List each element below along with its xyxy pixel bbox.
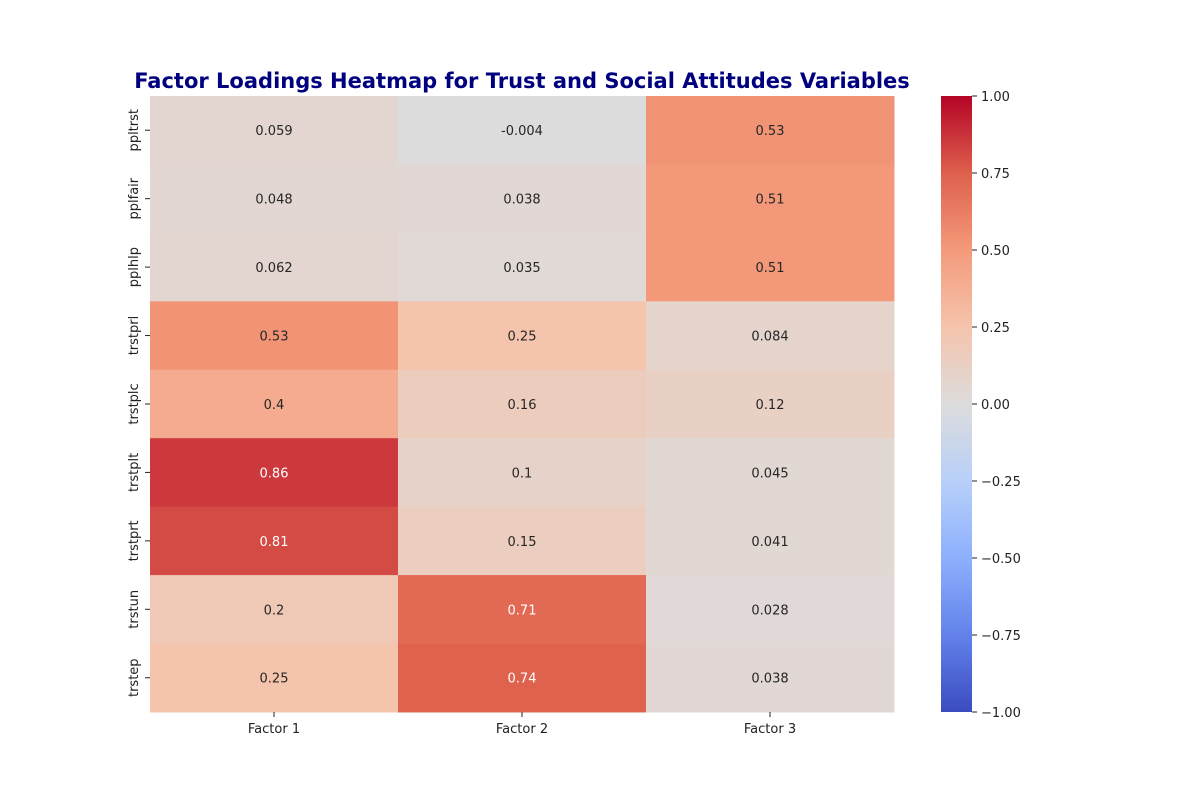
heatmap-cell — [150, 575, 399, 645]
heatmap-cell — [646, 438, 895, 508]
cell-value-label: 0.12 — [756, 398, 785, 413]
colorbar-tick-label: −1.00 — [981, 706, 1021, 721]
heatmap-cell — [398, 643, 647, 713]
cell-value-label: 0.048 — [255, 193, 292, 208]
heatmap-cell — [646, 575, 895, 645]
cell-value-label: 0.51 — [756, 261, 785, 276]
cell-value-label: 0.038 — [503, 193, 540, 208]
y-tick-label: trstprt — [127, 520, 142, 561]
heatmap-cell — [398, 164, 647, 234]
cell-value-label: 0.53 — [756, 124, 785, 139]
x-axis: Factor 1 Factor 2 Factor 3 — [248, 711, 796, 737]
heatmap-cell — [646, 643, 895, 713]
heatmap-cell — [150, 301, 399, 371]
y-tick-label: trstplc — [127, 383, 142, 424]
colorbar-tick-label: 0.00 — [981, 398, 1010, 413]
cell-value-label: 0.16 — [508, 398, 537, 413]
heatmap-cell — [150, 506, 399, 576]
colorbar-tick-label: −0.25 — [981, 475, 1021, 490]
cell-value-label: 0.084 — [751, 330, 788, 345]
y-tick-label: pplhlp — [127, 247, 142, 287]
colorbar-gradient — [941, 96, 972, 712]
heatmap-cell — [398, 301, 647, 371]
heatmap-cell — [398, 438, 647, 508]
cell-value-label: 0.2 — [264, 603, 285, 618]
colorbar-tick-label: −0.50 — [981, 552, 1021, 567]
cell-value-label: 0.045 — [751, 466, 788, 481]
heatmap-cell — [646, 369, 895, 439]
heatmap-cell — [398, 575, 647, 645]
cell-value-label: 0.035 — [503, 261, 540, 276]
colorbar-tick-label: −0.75 — [981, 629, 1021, 644]
cell-value-label: 0.74 — [508, 672, 537, 687]
heatmap-cell — [150, 369, 399, 439]
heatmap-cell — [150, 96, 399, 165]
cell-value-label: 0.51 — [756, 193, 785, 208]
cell-value-label: 0.059 — [255, 124, 292, 139]
y-tick-label: trstun — [127, 590, 142, 629]
heatmap-cell — [646, 301, 895, 371]
heatmap-cell — [150, 438, 399, 508]
colorbar: 1.00 0.75 0.50 0.25 0.00 −0.25 −0.50 −0.75 −1.00 — [941, 90, 1021, 721]
y-tick-label: ppltrst — [127, 109, 142, 151]
heatmap-cell — [398, 369, 647, 439]
colorbar-tick-label: 1.00 — [981, 90, 1010, 105]
heatmap-cell — [150, 232, 399, 302]
y-tick-label: trstplt — [127, 453, 142, 492]
y-tick-label: trstep — [127, 658, 142, 697]
colorbar-tick-label: 0.25 — [981, 321, 1010, 336]
cell-value-label: 0.86 — [260, 466, 289, 481]
y-tick-label: pplfair — [127, 177, 142, 219]
x-tick-label: Factor 1 — [248, 722, 300, 737]
y-tick-label: trstprl — [127, 316, 142, 356]
cell-value-label: 0.25 — [260, 672, 289, 687]
cell-value-label: 0.041 — [751, 535, 788, 550]
cell-value-label: 0.4 — [264, 398, 285, 413]
heatmap-cell — [646, 232, 895, 302]
cell-value-label: -0.004 — [501, 124, 543, 139]
colorbar-ticks: 1.00 0.75 0.50 0.25 0.00 −0.25 −0.50 −0.75 −1.00 — [972, 90, 1021, 721]
x-tick-label: Factor 2 — [496, 722, 548, 737]
chart-title: Factor Loadings Heatmap for Trust and So… — [134, 69, 910, 93]
cell-value-label: 0.81 — [260, 535, 289, 550]
heatmap-cell — [646, 96, 895, 165]
heatmap-cell — [398, 96, 647, 165]
colorbar-tick-label: 0.75 — [981, 167, 1010, 182]
cell-value-label: 0.53 — [260, 330, 289, 345]
colorbar-tick-label: 0.50 — [981, 244, 1010, 259]
heatmap-cell — [150, 643, 399, 713]
heatmap-cell — [646, 506, 895, 576]
heatmap-cell — [398, 232, 647, 302]
x-tick-label: Factor 3 — [744, 722, 796, 737]
heatmap-cell — [398, 506, 647, 576]
y-axis: ppltrst pplfair pplhlp trstprl trstplc trstpl… — [127, 109, 150, 697]
heatmap-cell — [646, 164, 895, 234]
cell-value-label: 0.15 — [508, 535, 537, 550]
cell-value-label: 0.71 — [508, 603, 537, 618]
cell-value-label: 0.028 — [751, 603, 788, 618]
cell-value-label: 0.038 — [751, 672, 788, 687]
cell-value-label: 0.25 — [508, 330, 537, 345]
cell-value-label: 0.1 — [512, 466, 533, 481]
heatmap-cells — [150, 96, 895, 713]
heatmap-cell-labels: 0.059 -0.004 0.53 0.048 0.038 0.51 0.062 0.035 0… — [255, 124, 788, 687]
cell-value-label: 0.062 — [255, 261, 292, 276]
heatmap-cell — [150, 164, 399, 234]
